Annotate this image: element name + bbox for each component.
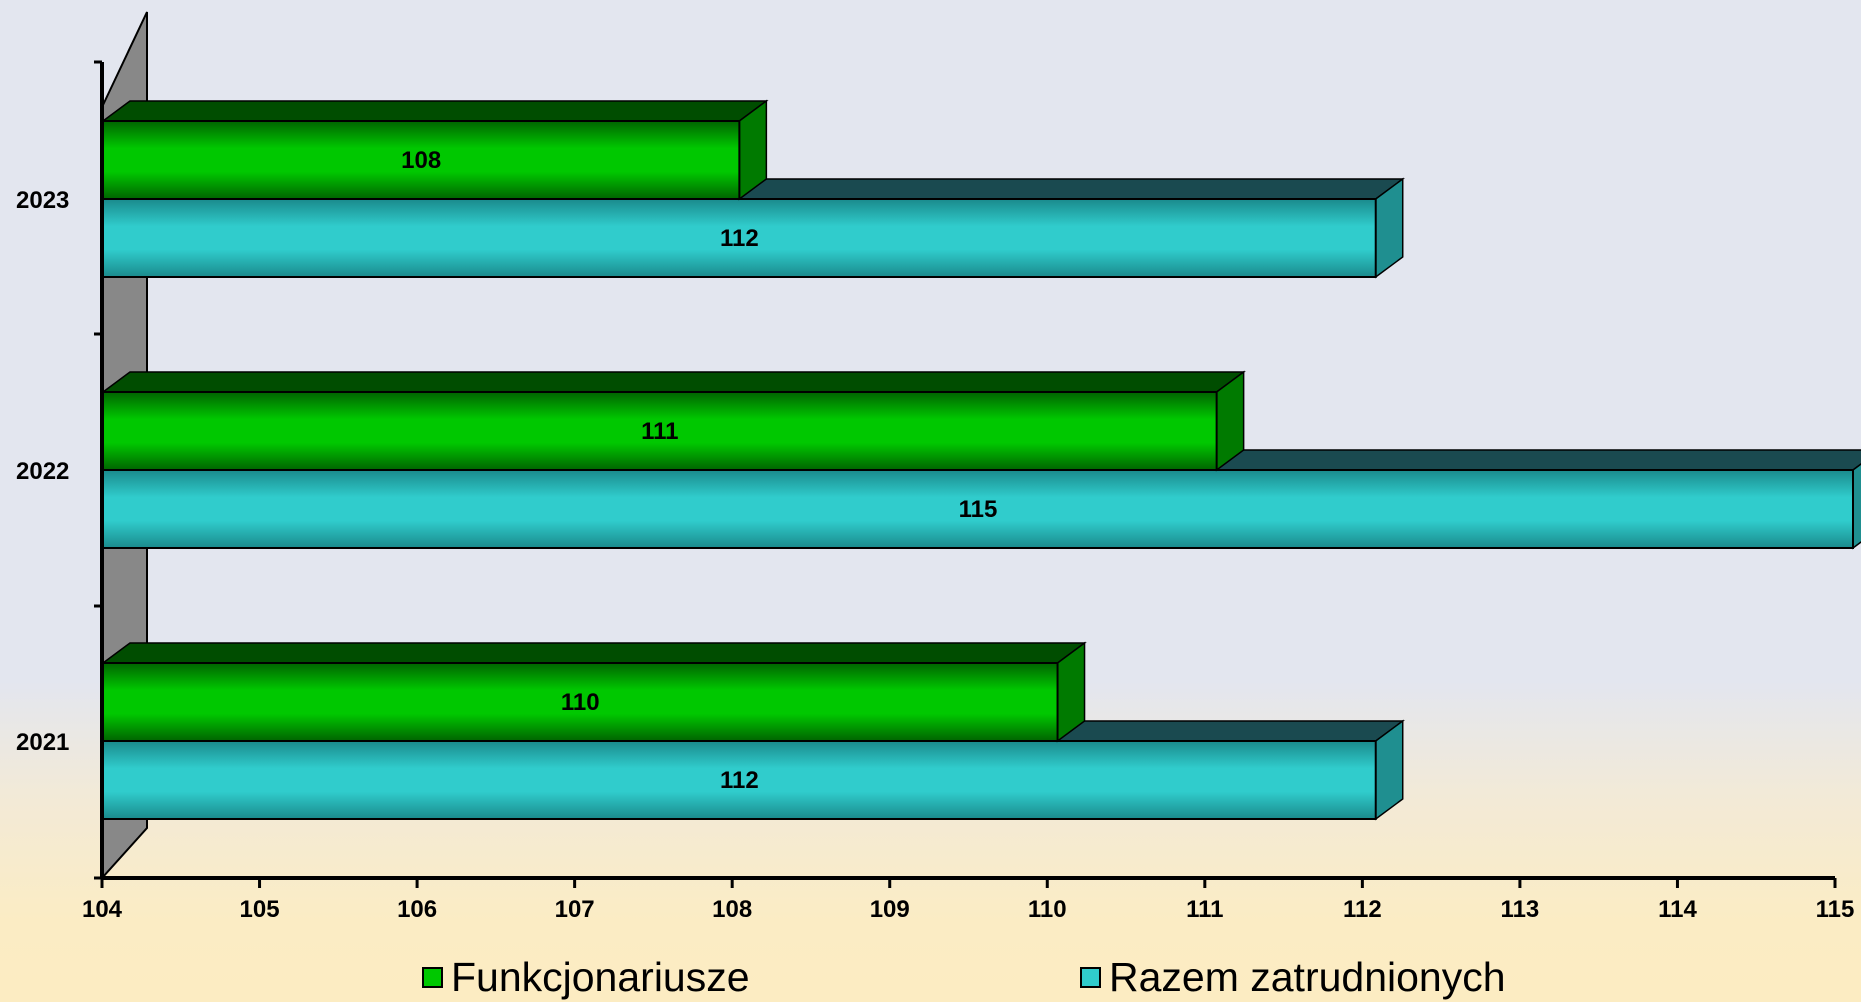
x-tick-label-109: 109 [870,896,910,923]
data-label-razem-zatrudnionych-2023: 112 [720,225,759,252]
legend-swatch-cyan [1080,966,1101,988]
bar-front-face [102,662,1059,742]
bar-top-face [100,371,1246,393]
x-tick-label-110: 110 [1028,896,1067,923]
data-label-funkcjonariusze-2022: 111 [641,418,678,445]
legend-label: Razem zatrudnionych [1109,953,1506,1000]
bar-top-face [100,100,769,122]
data-label-funkcjonariusze-2023: 108 [401,147,441,174]
bar-top-face [100,642,1087,664]
x-tick-label-108: 108 [712,896,752,923]
x-tick-label-113: 113 [1501,896,1540,923]
x-tick-label-107: 107 [555,896,595,923]
data-label-razem-zatrudnionych-2022: 115 [959,496,998,523]
legend-item-razem-zatrudnionych: Razem zatrudnionych [1080,952,1506,1002]
bar-front-face [102,120,741,200]
data-label-funkcjonariusze-2021: 110 [561,689,600,716]
bar-front-face [102,469,1854,549]
y-tick-label-2023: 2023 [16,187,69,214]
data-label-razem-zatrudnionych-2021: 112 [720,767,759,794]
x-tick-label-106: 106 [397,896,437,923]
x-tick-label-115: 115 [1816,896,1855,923]
x-tick-label-105: 105 [240,896,280,923]
x-tick-label-104: 104 [82,896,123,923]
bar-front-face [102,198,1377,278]
x-tick-label-111: 111 [1186,896,1223,923]
legend-label: Funkcjonariusze [451,953,750,1000]
legend: Funkcjonariusze Razem zatrudnionych [0,952,1861,1002]
x-tick-label-114: 114 [1658,896,1697,923]
bar-funkcjonariusze-2022 [100,370,1246,472]
y-tick-label-2021: 2021 [16,729,69,756]
bar-front-face [102,391,1218,471]
bar-funkcjonariusze-2021 [100,641,1087,743]
bar-funkcjonariusze-2023 [100,99,769,201]
x-tick-label-112: 112 [1343,896,1382,923]
y-tick-label-2022: 2022 [16,458,69,485]
legend-swatch-green [422,966,443,988]
legend-item-funkcjonariusze: Funkcjonariusze [422,952,750,1002]
